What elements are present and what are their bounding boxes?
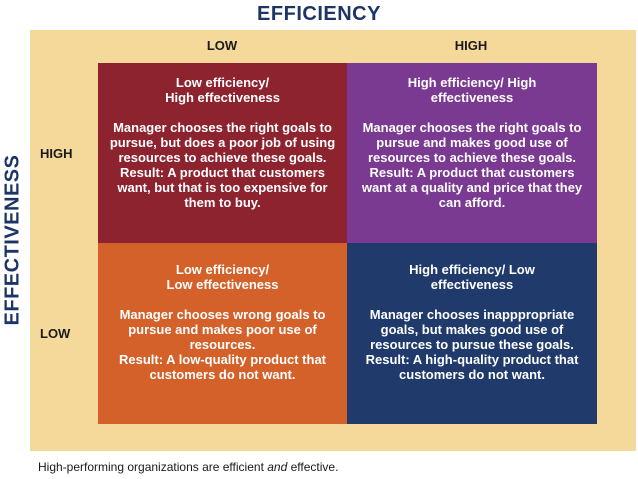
- quadrant-description: Manager chooses inapppropriate goals, bu…: [369, 307, 575, 352]
- quadrant-description: Manager chooses the right goals to pursu…: [109, 120, 336, 165]
- caption-prefix: High-performing organizations are effici…: [38, 460, 268, 474]
- quadrant-description: Manager chooses wrong goals to pursue an…: [119, 307, 326, 352]
- quadrant-heading: Low efficiency/ Low effectiveness: [166, 262, 279, 292]
- quadrant-result: Result: A low-quality product that custo…: [118, 352, 327, 382]
- quadrant-result: Result: A product that customers want, b…: [117, 165, 328, 210]
- quadrant-high-efficiency-low-effectiveness: High efficiency/ Low effectiveness Manag…: [347, 243, 597, 424]
- quadrant-heading: High efficiency/ High effectiveness: [407, 75, 537, 105]
- quadrant-result: Result: A product that customers want at…: [361, 165, 583, 210]
- column-header-high: HIGH: [454, 38, 488, 53]
- quadrant-low-efficiency-low-effectiveness: Low efficiency/ Low effectiveness Manage…: [98, 243, 347, 424]
- caption-suffix: effective.: [287, 460, 339, 474]
- row-header-high: HIGH: [40, 146, 73, 161]
- efficiency-axis-title: EFFICIENCY: [257, 3, 381, 25]
- quadrant-heading: High efficiency/ Low effectiveness: [409, 262, 535, 292]
- effectiveness-axis-title: EFFECTIVENESS: [1, 154, 24, 326]
- quadrant-high-efficiency-high-effectiveness: High efficiency/ High effectiveness Mana…: [347, 63, 597, 243]
- quadrant-heading: Low efficiency/ High effectiveness: [165, 75, 280, 105]
- caption-emphasis: and: [267, 460, 288, 474]
- quadrant-result: Result: A high-quality product that cust…: [365, 352, 579, 382]
- row-header-low: LOW: [40, 326, 71, 341]
- quadrant-low-efficiency-high-effectiveness: Low efficiency/ High effectiveness Manag…: [98, 63, 347, 243]
- quadrant-description: Manager chooses the right goals to pursu…: [362, 120, 582, 165]
- column-header-low: LOW: [206, 38, 238, 53]
- figure-caption: High-performing organizations are effici…: [38, 460, 338, 474]
